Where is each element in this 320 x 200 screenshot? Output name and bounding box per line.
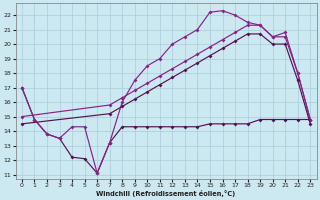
X-axis label: Windchill (Refroidissement éolien,°C): Windchill (Refroidissement éolien,°C) <box>96 190 236 197</box>
